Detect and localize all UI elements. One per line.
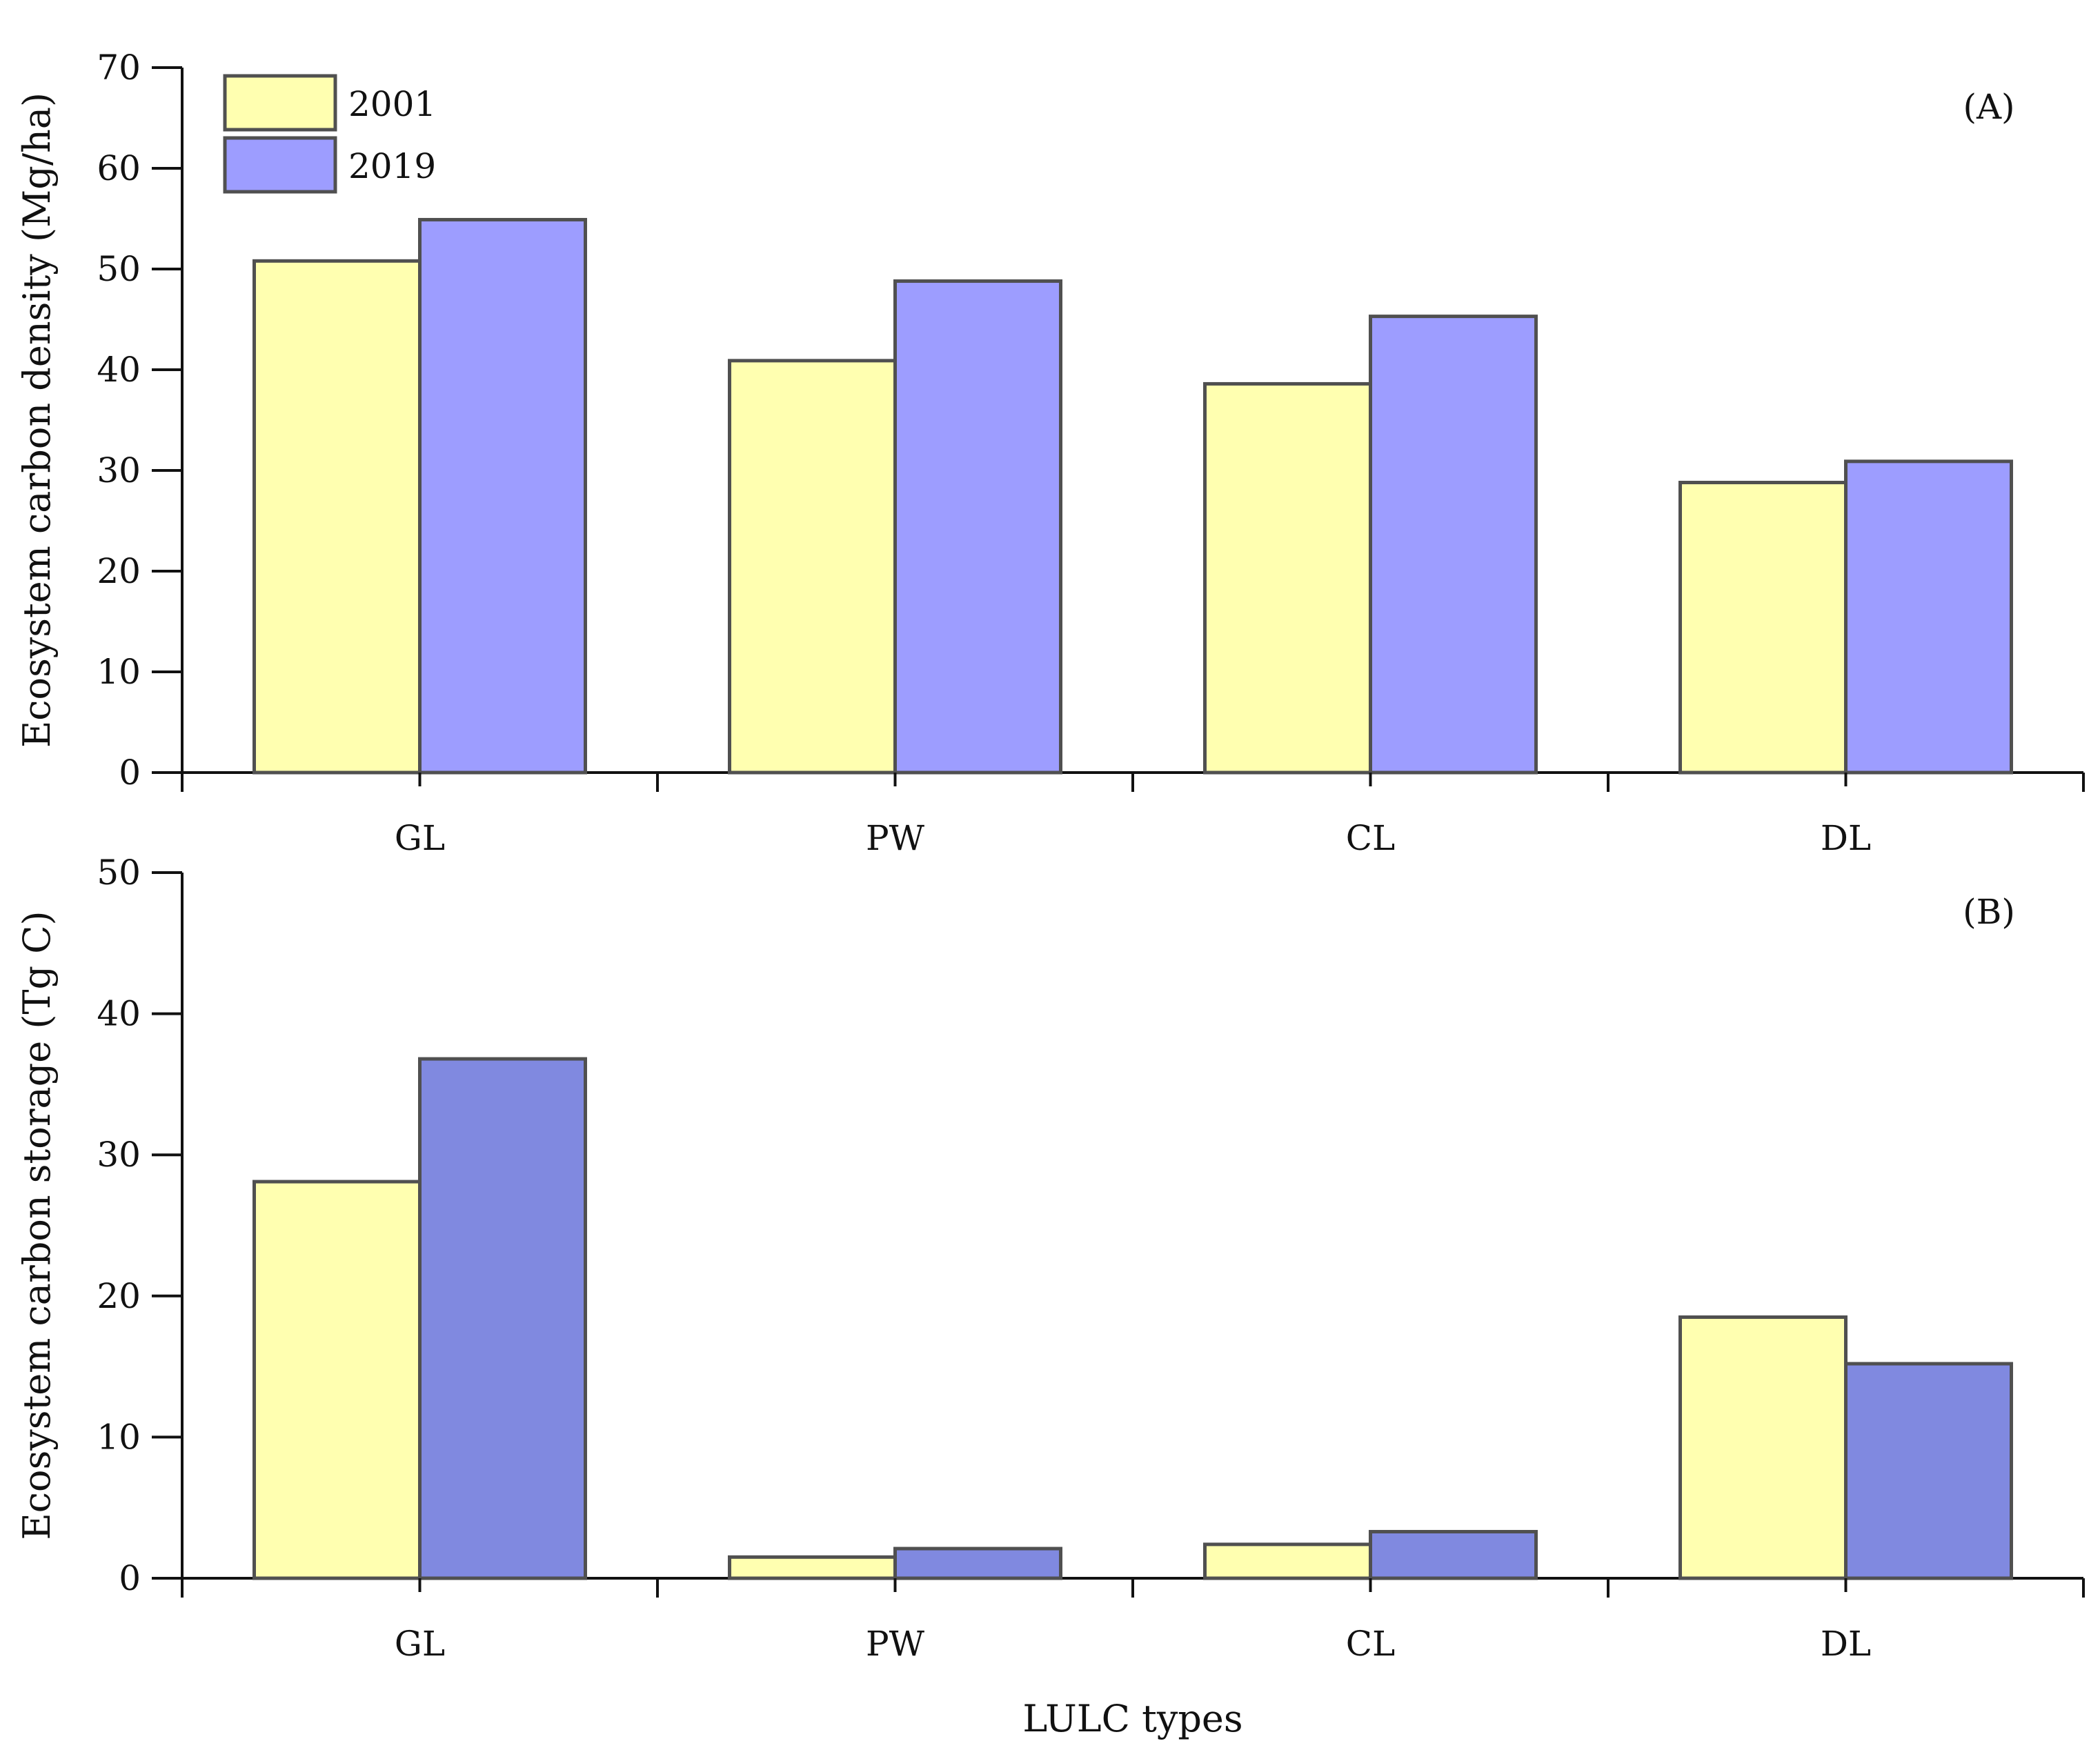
panel-b-carbon-storage: Ecosystem carbon storage (Tg C) (B) LULC… — [15, 853, 2085, 1740]
bar-gl-2001 — [252, 259, 422, 775]
legend-swatch-2019 — [223, 136, 337, 194]
panel-a-label: (A) — [1963, 87, 2014, 127]
y-tick-label: 70 — [97, 48, 141, 88]
bar-pw-2001 — [728, 359, 897, 775]
bar-gl-2019 — [418, 217, 587, 775]
y-tick-label: 0 — [119, 753, 141, 793]
y-tick-label: 60 — [97, 148, 141, 188]
y-tick-label: 30 — [97, 1135, 141, 1175]
bar-dl-2001 — [1678, 1315, 1848, 1580]
x-axis-title: LULC types — [1022, 1697, 1242, 1740]
panel-b-label: (B) — [1963, 892, 2015, 932]
bar-cl-2019 — [1369, 315, 1538, 775]
bar-cl-2001 — [1203, 381, 1372, 775]
bar-cl-2019 — [1369, 1529, 1538, 1580]
x-tick-label-dl: DL — [1821, 818, 1871, 858]
x-tick-label-dl: DL — [1821, 1624, 1871, 1664]
bar-cl-2001 — [1203, 1542, 1372, 1580]
x-tick-label-gl: GL — [395, 818, 445, 858]
x-tick-label-cl: CL — [1346, 818, 1395, 858]
panel-a-y-axis-title: Ecosystem carbon density (Mg/ha) — [15, 92, 59, 748]
bar-pw-2019 — [893, 279, 1062, 775]
bar-gl-2019 — [418, 1057, 587, 1580]
y-tick-label: 50 — [97, 853, 141, 893]
bar-pw-2001 — [728, 1555, 897, 1580]
x-tick-label-gl: GL — [395, 1624, 445, 1664]
panel-b-y-axis-title: Ecosystem carbon storage (Tg C) — [15, 911, 59, 1540]
y-tick-label: 0 — [119, 1558, 141, 1598]
bar-dl-2001 — [1678, 481, 1848, 775]
y-tick-label: 30 — [97, 450, 141, 490]
panel-a-carbon-density: Ecosystem carbon density (Mg/ha) (A) 0 10… — [15, 48, 2085, 858]
bar-pw-2019 — [893, 1547, 1062, 1580]
y-tick-label: 20 — [97, 1276, 141, 1316]
legend: 2001 2019 — [223, 74, 436, 194]
legend-label-2001: 2001 — [348, 84, 436, 124]
y-tick-label: 20 — [97, 551, 141, 591]
legend-swatch-2001 — [223, 74, 337, 132]
y-tick-label: 40 — [97, 994, 141, 1034]
y-tick-label: 40 — [97, 350, 141, 390]
bar-dl-2019 — [1844, 459, 2013, 775]
y-tick-label: 50 — [97, 249, 141, 289]
x-tick-label-pw: PW — [866, 1624, 925, 1664]
x-tick-label-cl: CL — [1346, 1624, 1395, 1664]
bar-gl-2001 — [252, 1180, 422, 1580]
bar-dl-2019 — [1844, 1362, 2013, 1580]
legend-label-2019: 2019 — [348, 146, 436, 186]
y-tick-label: 10 — [97, 652, 141, 692]
y-tick-label: 10 — [97, 1417, 141, 1457]
x-tick-label-pw: PW — [866, 818, 925, 858]
